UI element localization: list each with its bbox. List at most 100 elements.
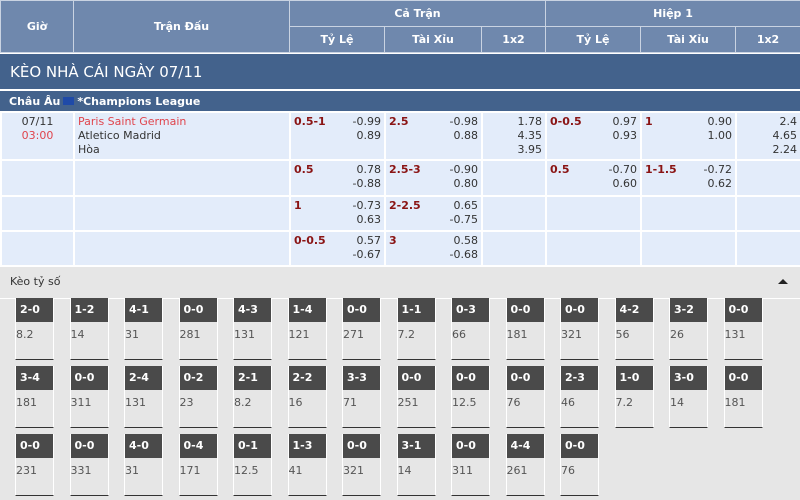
- h1-1x2-odd[interactable]: 2.24: [772, 143, 798, 156]
- score-card[interactable]: 0-0 76: [505, 366, 545, 428]
- h1-1x2-cell[interactable]: 2.4 4.65 2.24: [735, 111, 800, 161]
- 1x2-cell[interactable]: 1.78 4.35 3.95: [481, 111, 547, 161]
- h1-over-under-odd[interactable]: -0.72: [703, 163, 732, 176]
- score-card[interactable]: 0-0 271: [342, 298, 381, 360]
- score-card[interactable]: 0-0 76: [560, 434, 599, 496]
- score-card[interactable]: 3-1 14: [396, 434, 436, 496]
- handicap-odd[interactable]: -0.73: [352, 199, 381, 212]
- score-card[interactable]: 4-1 31: [124, 298, 163, 360]
- score-card[interactable]: 2-2 16: [287, 366, 327, 428]
- over-under-odd[interactable]: 0.88: [453, 129, 479, 142]
- score-card[interactable]: 1-1 7.2: [396, 298, 436, 360]
- 1x2-cell[interactable]: [481, 230, 547, 267]
- 1x2-odd[interactable]: 1.78: [517, 115, 543, 128]
- score-card[interactable]: 0-0 311: [451, 434, 490, 496]
- league-row[interactable]: Châu Âu *Champions League: [0, 89, 800, 111]
- h1-handicap-cell[interactable]: 0-0.5 0.97 0.93: [545, 111, 642, 161]
- score-card[interactable]: 1-3 41: [287, 434, 327, 496]
- score-card[interactable]: 4-3 131: [233, 298, 272, 360]
- away-team[interactable]: Atletico Madrid: [78, 129, 161, 142]
- h1-1x2-cell[interactable]: [735, 159, 800, 197]
- score-odd: 8.2: [16, 328, 34, 341]
- h1-handicap-odd[interactable]: 0.97: [612, 115, 638, 128]
- h1-over-under-cell[interactable]: [640, 230, 737, 267]
- h1-1x2-cell[interactable]: [735, 195, 800, 232]
- score-card[interactable]: 0-0 321: [560, 298, 599, 360]
- h1-over-under-odd[interactable]: 0.62: [707, 177, 733, 190]
- handicap-odd[interactable]: -0.88: [352, 177, 381, 190]
- handicap-cell[interactable]: 0-0.5 0.57 -0.67: [289, 230, 386, 267]
- 1x2-cell[interactable]: [481, 195, 547, 232]
- handicap-odd[interactable]: 0.89: [356, 129, 382, 142]
- score-odd: 261: [506, 464, 528, 477]
- score-card[interactable]: 0-0 181: [505, 298, 545, 360]
- score-card[interactable]: 4-0 31: [124, 434, 163, 496]
- handicap-odd[interactable]: 0.57: [356, 234, 382, 247]
- score-card[interactable]: 0-0 231: [15, 434, 54, 496]
- h1-over-under-cell[interactable]: [640, 195, 737, 232]
- h1-over-under-odd[interactable]: 0.90: [707, 115, 733, 128]
- over-under-cell[interactable]: 2-2.5 0.65 -0.75: [384, 195, 483, 232]
- over-under-odd[interactable]: -0.90: [449, 163, 478, 176]
- score-card[interactable]: 3-2 26: [669, 298, 708, 360]
- score-card[interactable]: 0-2 23: [178, 366, 218, 428]
- score-card[interactable]: 3-3 71: [342, 366, 381, 428]
- over-under-odd[interactable]: -0.68: [449, 248, 478, 261]
- home-team[interactable]: Paris Saint Germain: [78, 115, 187, 128]
- score-card[interactable]: 0-0 181: [723, 366, 763, 428]
- handicap-cell[interactable]: 0.5 0.78 -0.88: [289, 159, 386, 197]
- h1-handicap-odd[interactable]: 0.93: [612, 129, 638, 142]
- score-card[interactable]: 0-4 171: [178, 434, 218, 496]
- handicap-cell[interactable]: 1 -0.73 0.63: [289, 195, 386, 232]
- score-card[interactable]: 0-3 66: [451, 298, 490, 360]
- h1-1x2-odd[interactable]: 4.65: [772, 129, 798, 142]
- handicap-odd[interactable]: 0.78: [356, 163, 382, 176]
- over-under-odd[interactable]: -0.98: [449, 115, 478, 128]
- h1-1x2-cell[interactable]: [735, 230, 800, 267]
- over-under-cell[interactable]: 2.5-3 -0.90 0.80: [384, 159, 483, 197]
- score-card[interactable]: 2-1 8.2: [233, 366, 272, 428]
- h1-handicap-cell[interactable]: [545, 230, 642, 267]
- score-card[interactable]: 0-0 12.5: [451, 366, 490, 428]
- over-under-cell[interactable]: 2.5 -0.98 0.88: [384, 111, 483, 161]
- over-under-odd[interactable]: 0.80: [453, 177, 479, 190]
- handicap-odd[interactable]: 0.63: [356, 213, 382, 226]
- 1x2-cell[interactable]: [481, 159, 547, 197]
- score-card[interactable]: 4-4 261: [505, 434, 545, 496]
- score-card[interactable]: 0-0 331: [69, 434, 109, 496]
- score-card[interactable]: 1-4 121: [287, 298, 327, 360]
- score-card[interactable]: 0-1 12.5: [233, 434, 272, 496]
- score-card[interactable]: 1-0 7.2: [614, 366, 654, 428]
- h1-handicap-cell[interactable]: [545, 195, 642, 232]
- h1-over-under-cell[interactable]: 1-1.5 -0.72 0.62: [640, 159, 737, 197]
- over-under-odd[interactable]: 0.65: [453, 199, 479, 212]
- h1-over-under-cell[interactable]: 1 0.90 1.00: [640, 111, 737, 161]
- score-card[interactable]: 0-0 251: [396, 366, 436, 428]
- over-under-cell[interactable]: 3 0.58 -0.68: [384, 230, 483, 267]
- over-under-odd[interactable]: 0.58: [453, 234, 479, 247]
- score-card[interactable]: 3-4 181: [15, 366, 54, 428]
- score-card[interactable]: 0-0 131: [723, 298, 763, 360]
- 1x2-odd[interactable]: 4.35: [517, 129, 543, 142]
- score-card[interactable]: 1-2 14: [69, 298, 109, 360]
- h1-handicap-odd[interactable]: -0.70: [608, 163, 637, 176]
- handicap-cell[interactable]: 0.5-1 -0.99 0.89: [289, 111, 386, 161]
- score-card[interactable]: 2-4 131: [124, 366, 163, 428]
- score-card[interactable]: 2-3 46: [560, 366, 599, 428]
- over-under-odd[interactable]: -0.75: [449, 213, 478, 226]
- handicap-odd[interactable]: -0.67: [352, 248, 381, 261]
- score-card[interactable]: 4-2 56: [614, 298, 654, 360]
- 1x2-odd[interactable]: 3.95: [517, 143, 543, 156]
- h1-handicap-odd[interactable]: 0.60: [612, 177, 638, 190]
- score-card[interactable]: 2-0 8.2: [15, 298, 54, 360]
- score-card[interactable]: 3-0 14: [669, 366, 708, 428]
- triangle-up-icon[interactable]: [778, 279, 788, 284]
- h1-handicap-cell[interactable]: 0.5 -0.70 0.60: [545, 159, 642, 197]
- score-card[interactable]: 0-0 281: [178, 298, 218, 360]
- h1-1x2-odd[interactable]: 2.4: [779, 115, 798, 128]
- score-section-header[interactable]: Kèo tỷ số: [0, 267, 800, 299]
- h1-over-under-odd[interactable]: 1.00: [707, 129, 733, 142]
- handicap-odd[interactable]: -0.99: [352, 115, 381, 128]
- score-card[interactable]: 0-0 311: [69, 366, 109, 428]
- score-card[interactable]: 0-0 321: [342, 434, 381, 496]
